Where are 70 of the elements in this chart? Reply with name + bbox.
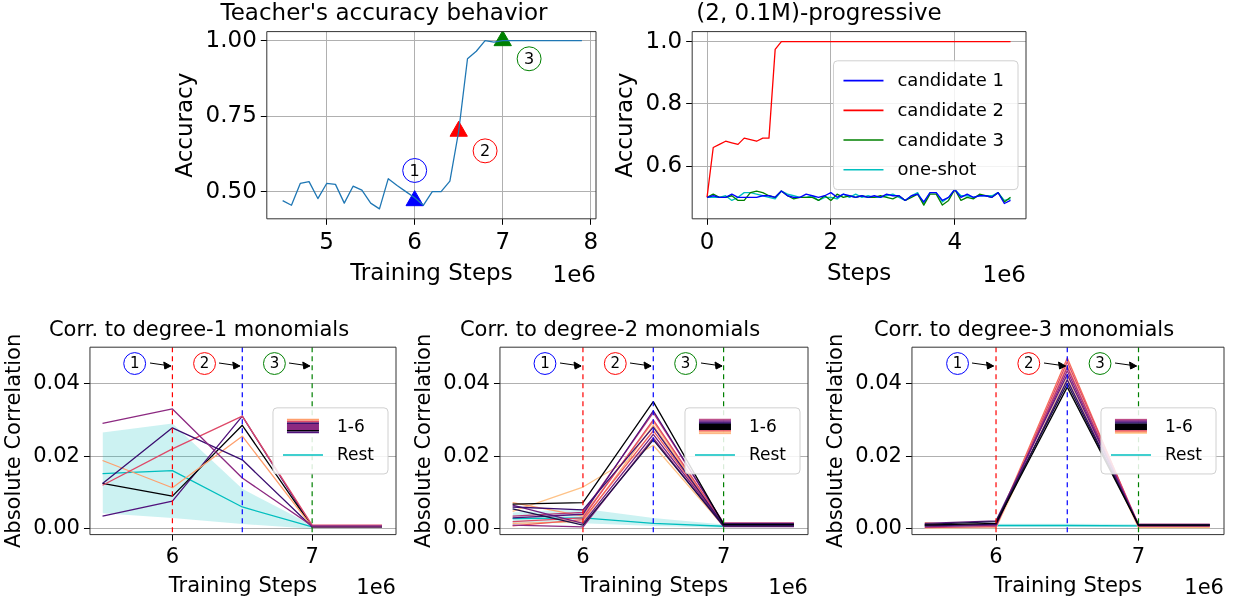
x-tick-label: 7	[495, 227, 511, 254]
annotation: 2	[480, 141, 491, 161]
annotation: 3	[680, 354, 691, 373]
text: 1e6	[552, 261, 596, 288]
chart-title: Corr. to degree-3 monomials	[873, 317, 1175, 342]
x-tick-label: 5	[319, 227, 334, 254]
legend-label: Rest	[336, 444, 375, 465]
y-axis-title: Absolute Correlation	[411, 333, 436, 549]
y-tick-label: 0.04	[33, 369, 80, 394]
x-tick-label: 6	[989, 543, 1003, 568]
annotation: 3	[524, 48, 535, 68]
x-axis-title: Training Steps	[992, 572, 1143, 597]
legend-label: 1-6	[1164, 416, 1193, 437]
legend-label: one-shot	[897, 158, 977, 180]
annotation: 1	[540, 354, 550, 373]
chart-title: Corr. to degree-1 monomials	[48, 317, 350, 342]
x-axis-title: Training Steps	[578, 572, 729, 597]
y-axis-title: Accuracy	[170, 72, 197, 178]
x-tick-label: 7	[1131, 543, 1146, 568]
legend-label: candidate 1	[897, 69, 1005, 91]
x-tick-label: 7	[305, 543, 319, 568]
legend-label: candidate 3	[897, 128, 1005, 150]
text: 1e6	[1184, 574, 1224, 599]
text: 1e6	[356, 574, 396, 599]
y-tick-label: 0.50	[205, 176, 257, 203]
legend-label: candidate 2	[897, 99, 1005, 121]
chart-title: (2, 0.1M)-progressive	[696, 0, 942, 25]
legend-label: 1-6	[336, 416, 365, 437]
chart-title: Corr. to degree-2 monomials	[459, 317, 761, 342]
y-tick-label: 1.0	[645, 26, 683, 53]
annotation: 2	[1024, 354, 1034, 373]
x-tick-label: 6	[576, 543, 590, 568]
x-axis-title: Training Steps	[349, 259, 513, 286]
x-axis-title: Steps	[826, 259, 892, 286]
y-axis-title: Absolute Correlation	[823, 333, 848, 549]
text: 1e6	[982, 261, 1026, 288]
annotation: 2	[199, 354, 210, 373]
y-tick-label: 0.02	[443, 442, 490, 467]
x-tick-label: 2	[823, 227, 839, 254]
y-tick-label: 1.00	[205, 25, 257, 52]
x-tick-label: 7	[716, 543, 731, 568]
legend-label: Rest	[748, 444, 787, 465]
x-tick-label: 6	[165, 543, 180, 568]
y-axis-title: Accuracy	[610, 72, 637, 178]
y-axis-title: Absolute Correlation	[1, 333, 26, 549]
x-axis-title: Training Steps	[167, 572, 318, 597]
y-tick-label: 0.00	[855, 515, 902, 540]
annotation: 1	[129, 354, 140, 373]
annotation: 3	[1095, 354, 1105, 373]
x-tick-label: 4	[947, 227, 963, 254]
annotation: 1	[952, 354, 963, 373]
y-tick-label: 0.75	[205, 101, 257, 128]
annotation: 3	[269, 354, 280, 373]
y-tick-label: 0.04	[443, 369, 490, 394]
text: 1e6	[768, 574, 808, 599]
y-tick-label: 0.8	[645, 88, 683, 115]
y-tick-label: 0.02	[33, 442, 80, 467]
chart-title: Teacher's accuracy behavior	[219, 0, 548, 25]
x-tick-label: 6	[407, 227, 422, 254]
x-tick-label: 8	[583, 227, 599, 254]
legend-label: Rest	[1164, 444, 1203, 465]
annotation: 1	[409, 160, 420, 180]
legend-label: 1-6	[748, 416, 777, 437]
y-tick-label: 0.02	[855, 442, 902, 467]
y-tick-label: 0.04	[855, 369, 902, 394]
y-tick-label: 0.6	[645, 151, 683, 178]
x-tick-label: 0	[699, 227, 715, 254]
y-tick-label: 0.00	[33, 515, 80, 540]
y-tick-label: 0.00	[443, 515, 490, 540]
annotation: 2	[610, 354, 621, 373]
